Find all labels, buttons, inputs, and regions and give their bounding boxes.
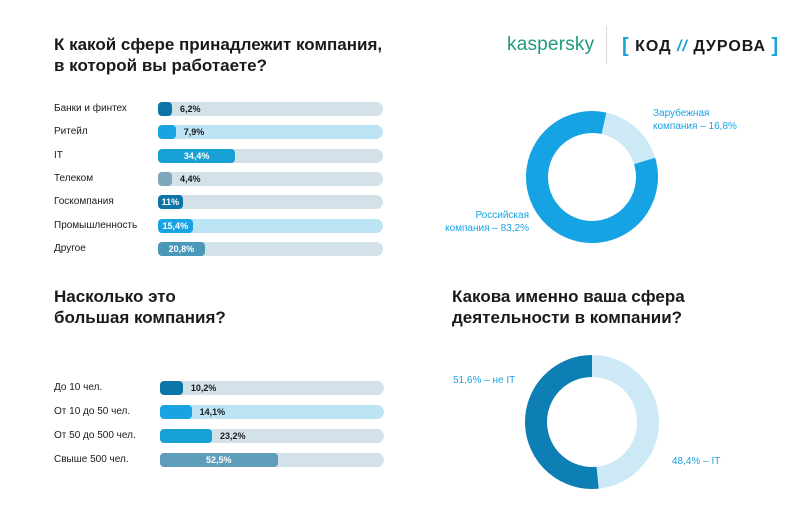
question-1-title: К какой сфере принадлежит компания, в ко…	[54, 34, 382, 76]
bar-value-label: 52,5%	[206, 455, 232, 465]
bar-fill	[160, 453, 278, 467]
bar-row: Телеком 4,4%	[0, 171, 400, 187]
bar-fill	[158, 125, 176, 140]
foreign-company-label-line-2: компания – 16,8%	[653, 121, 737, 132]
bar-track: 4,4%	[158, 171, 383, 186]
bar-value-label: 20,8%	[168, 243, 195, 254]
russian-company-label-line-2: компания – 83,2%	[445, 223, 529, 234]
question-1-line-2: в которой вы работаете?	[54, 56, 268, 75]
question-2-line-1: Насколько это	[54, 287, 176, 306]
bar-value-label: 14,1%	[199, 407, 226, 417]
kod-bracket-close: ]	[771, 35, 780, 57]
company-origin-donut-chart	[526, 111, 658, 243]
bar-track: 52,5%	[160, 453, 384, 467]
bar-row: Ритейл 7,9%	[0, 124, 400, 140]
bar-value-label: 7,9%	[183, 127, 205, 138]
kaspersky-logo: kaspersky	[507, 34, 595, 55]
it-label: 48,4% – IT	[672, 456, 721, 467]
russian-company-label-line-1: Российская	[475, 210, 529, 221]
bar-fill	[160, 381, 183, 395]
bar-track: 14,1%	[160, 405, 384, 419]
bar-category-label: Телеком	[54, 172, 94, 184]
kod-word-2: ДУРОВА	[693, 38, 767, 55]
russian-company-label: Российская компания – 83,2%	[441, 209, 529, 235]
bar-category-label: От 50 до 500 чел.	[54, 430, 136, 441]
bar-track: 7,9%	[158, 125, 383, 140]
question-3-line-2: деятельности в компании?	[452, 308, 683, 327]
bar-track: 15,4%	[158, 218, 383, 233]
kod-word-1: КОД	[635, 38, 672, 55]
bar-value-label: 6,2%	[180, 104, 201, 114]
bar-category-label: Промышленность	[54, 219, 138, 231]
question-2-title: Насколько это большая компания?	[54, 286, 226, 328]
question-1-line-1: К какой сфере принадлежит компания,	[54, 35, 383, 54]
bar-fill	[158, 102, 172, 116]
bar-track: 23,2%	[160, 429, 384, 443]
question-3-title: Какова именно ваша сфера деятельности в …	[452, 286, 685, 328]
question-3-line-1: Какова именно ваша сфера	[452, 287, 685, 306]
bar-track: 10,2%	[160, 381, 384, 395]
bar-category-label: От 10 до 50 чел.	[54, 406, 131, 417]
donut-slice	[525, 355, 599, 489]
donut-slice	[591, 355, 659, 489]
non-it-label: 51,6% – не IT	[453, 375, 516, 386]
bar-category-label: Ритейл	[54, 126, 88, 138]
bar-track: 20,8%	[158, 241, 383, 256]
bar-fill	[158, 241, 205, 256]
bar-category-label: До 10 чел.	[54, 382, 103, 393]
bar-value-label: 34,4%	[183, 150, 210, 161]
bar-fill	[160, 405, 192, 419]
bar-row: Госкомпания 11%	[0, 194, 400, 210]
bar-value-label: 15,4%	[162, 220, 189, 231]
bar-row: Банки и финтех 6,2%	[0, 101, 400, 117]
bar-category-label: Банки и финтех	[54, 103, 127, 114]
bar-fill	[158, 171, 172, 186]
bar-row: От 10 до 50 чел. 14,1%	[0, 404, 400, 420]
role-donut-chart	[525, 355, 659, 489]
bar-track: 34,4%	[158, 148, 383, 163]
bar-category-label: Свыше 500 чел.	[54, 454, 129, 465]
bar-value-label: 11%	[161, 197, 180, 208]
bar-row: Другое 20,8%	[0, 241, 400, 257]
donut-slice	[601, 112, 656, 165]
kod-bracket-open: [	[622, 35, 630, 57]
bar-track: 6,2%	[158, 102, 383, 116]
kod-slashes: //	[676, 38, 688, 55]
kod-durova-logo: [ КОД // ДУРОВА ]	[622, 34, 779, 57]
bar-fill	[158, 195, 183, 210]
bar-value-label: 10,2%	[190, 383, 217, 393]
bar-fill	[158, 148, 236, 163]
company-size-bar-chart: До 10 чел. 10,2% От 10 до 50 чел. 14,1% От 5…	[0, 380, 400, 468]
bar-row: До 10 чел. 10,2%	[0, 380, 400, 396]
foreign-company-label-line-1: Зарубежная	[653, 108, 710, 119]
bar-value-label: 23,2%	[219, 431, 246, 441]
bar-fill	[160, 429, 212, 443]
logo-divider	[606, 26, 607, 64]
bar-category-label: IT	[54, 149, 63, 161]
question-2-line-2: большая компания?	[54, 308, 226, 327]
donut-slice	[526, 111, 658, 243]
foreign-company-label: Зарубежная компания – 16,8%	[653, 107, 737, 133]
bar-track: 11%	[158, 195, 383, 210]
bar-row: Промышленность 15,4%	[0, 218, 400, 234]
bar-value-label: 4,4%	[180, 173, 201, 184]
bar-row: Свыше 500 чел. 52,5%	[0, 452, 400, 468]
bar-category-label: Другое	[54, 242, 86, 254]
company-sector-bar-chart: Банки и финтех 6,2% Ритейл 7,9% IT 34,4% Телек…	[0, 101, 400, 257]
bar-category-label: Госкомпания	[54, 196, 114, 208]
bar-row: От 50 до 500 чел. 23,2%	[0, 428, 400, 444]
bar-fill	[158, 218, 193, 233]
bar-row: IT 34,4%	[0, 148, 400, 164]
